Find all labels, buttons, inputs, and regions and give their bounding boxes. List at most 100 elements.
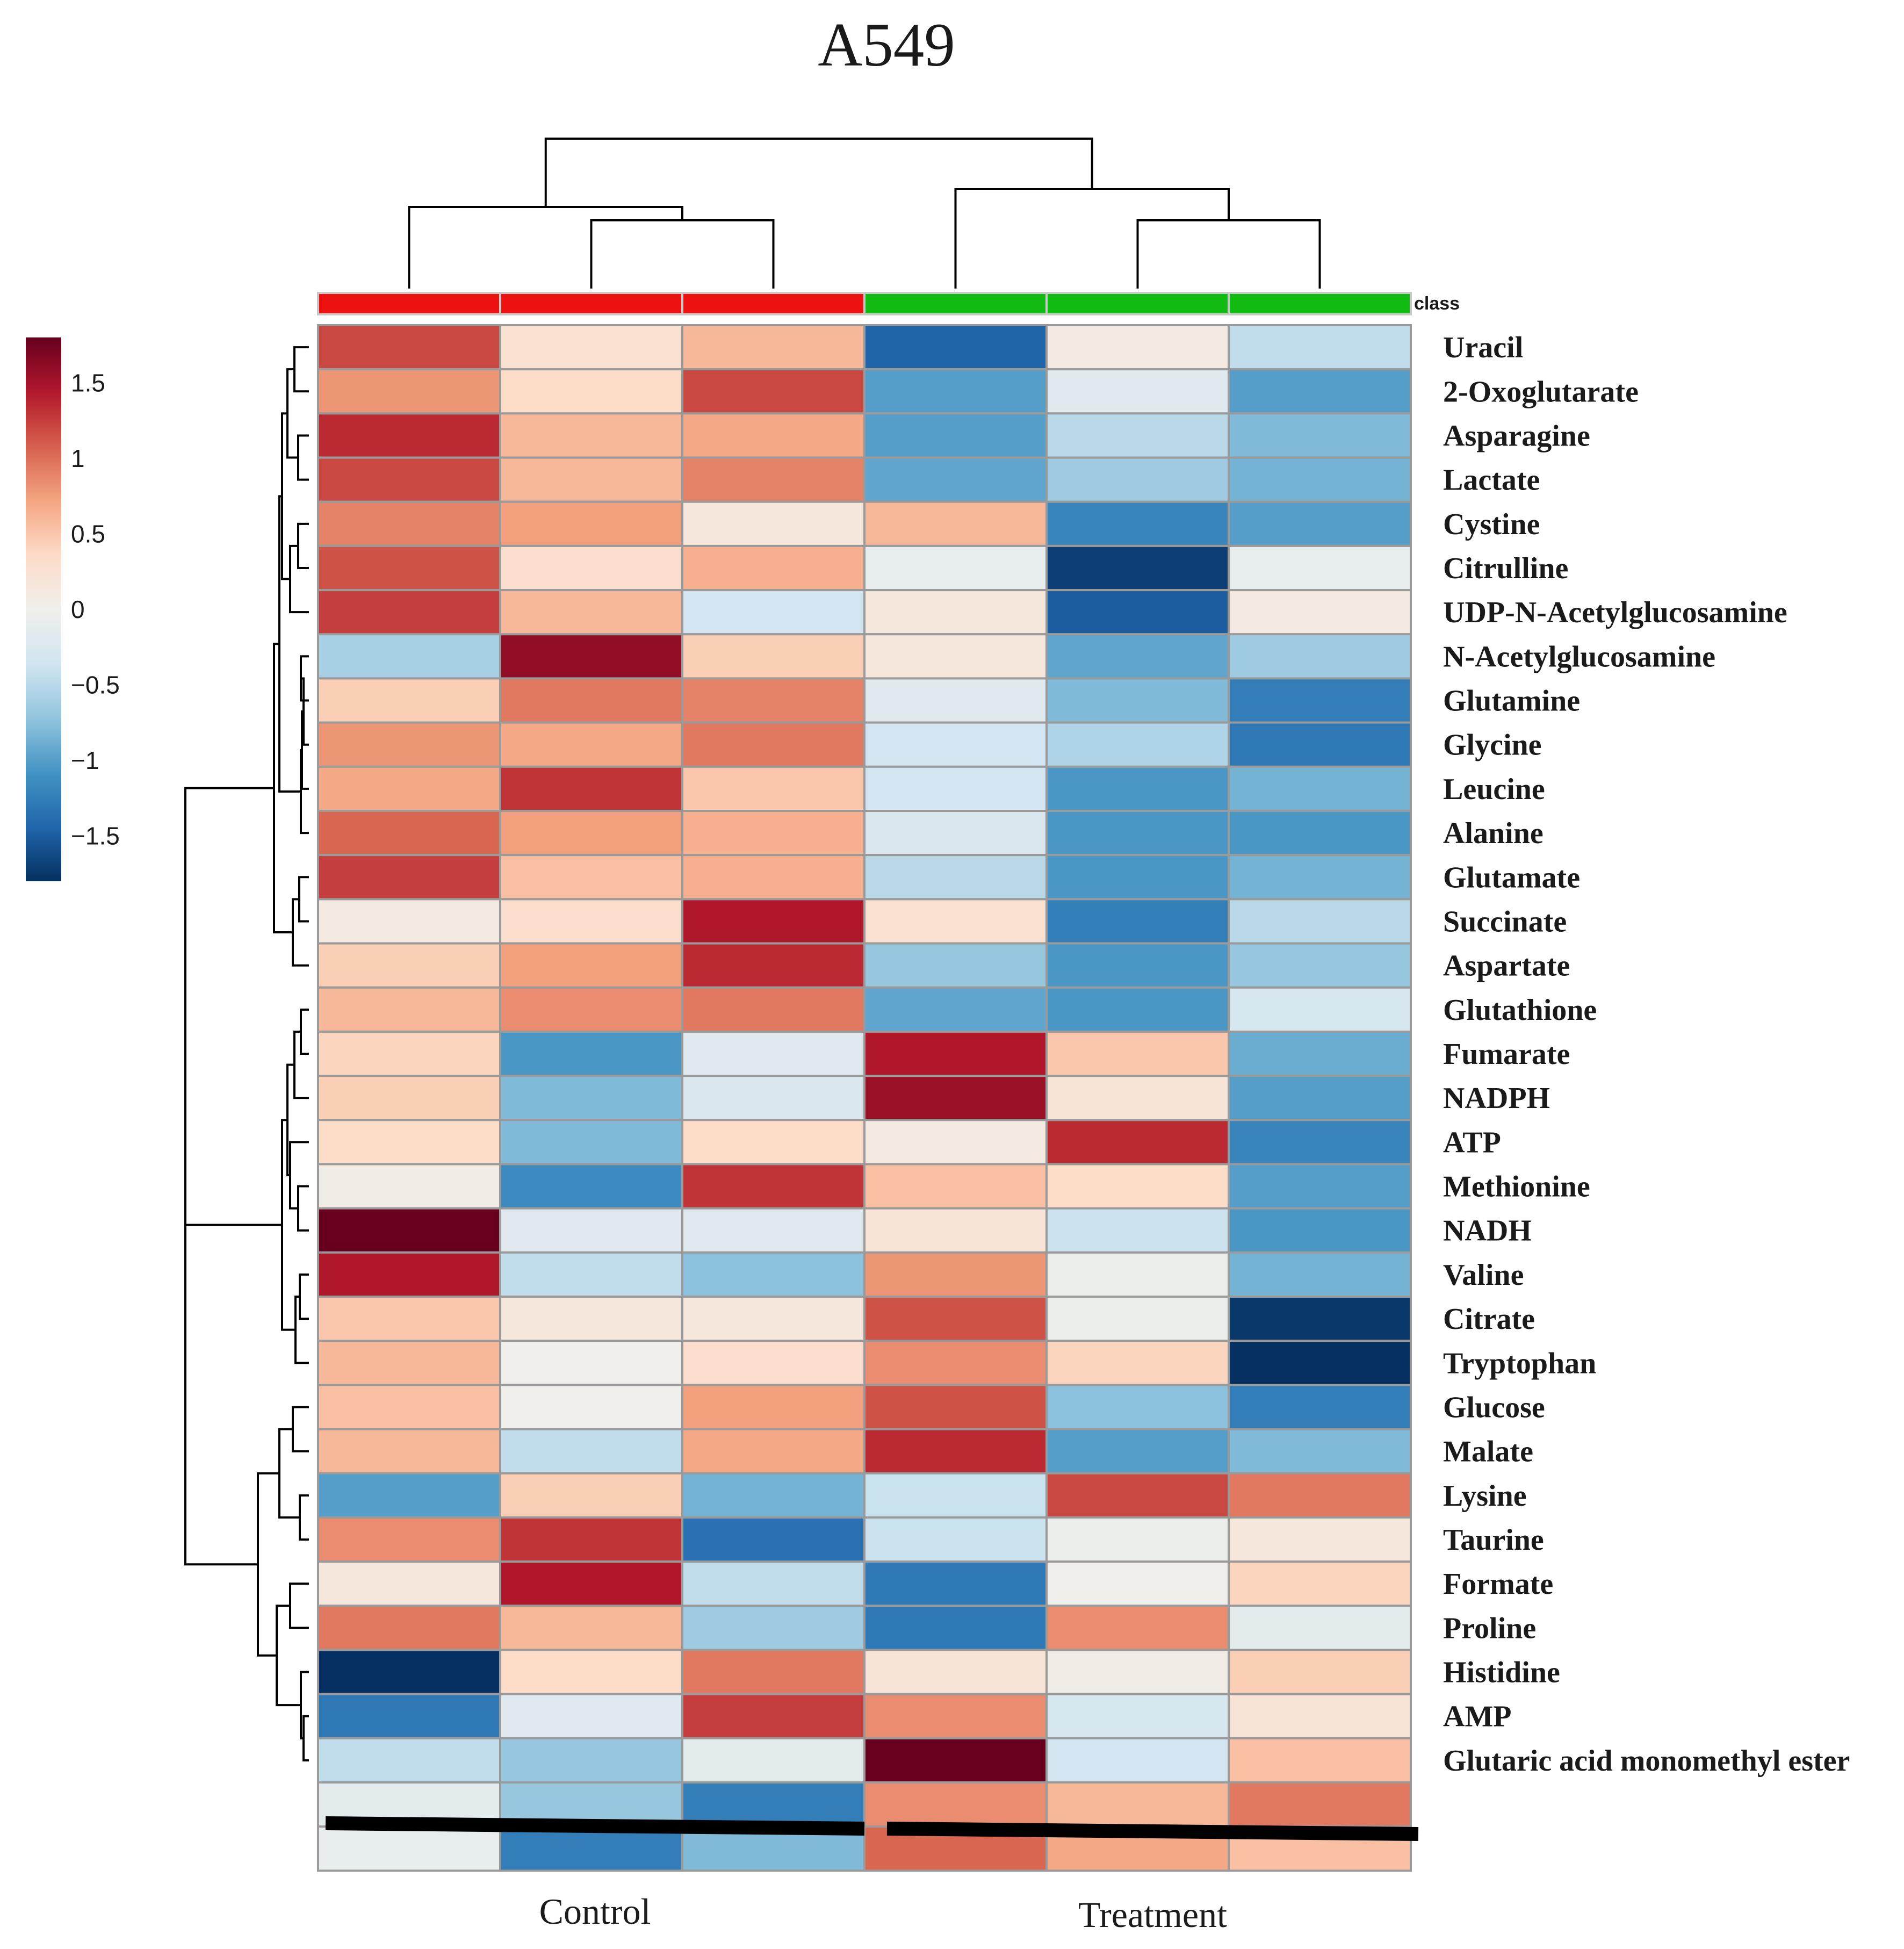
heatmap-cell	[863, 1560, 1048, 1607]
heatmap-cell	[681, 368, 866, 415]
group-labels: Control Treatment	[539, 1891, 1228, 1935]
heatmap-cell	[1045, 633, 1230, 680]
class-cell	[863, 292, 1048, 315]
heatmap-cell	[1045, 1560, 1230, 1607]
heatmap-cell	[1228, 1207, 1412, 1254]
class-cell	[317, 292, 501, 315]
heatmap-cell	[317, 765, 501, 812]
color-scale-legend: 1.5 1 0.5 0 −0.5 −1 −1.5	[26, 337, 120, 881]
heatmap-cell	[499, 1428, 683, 1475]
heatmap-cell	[317, 544, 501, 592]
heatmap-cell	[681, 677, 866, 724]
heatmap-cell	[863, 1251, 1048, 1298]
heatmap-cell	[1045, 1428, 1230, 1475]
heatmap-cell	[863, 500, 1048, 547]
heatmap-cell	[499, 544, 683, 592]
heatmap-cell	[1228, 1516, 1412, 1563]
heatmap-cell	[1045, 1737, 1230, 1783]
heatmap-cell	[499, 1649, 683, 1695]
row-link	[297, 1185, 309, 1232]
heatmap-cell	[681, 1472, 866, 1519]
row-label: Glutamine	[1443, 685, 1580, 718]
heatmap-cell	[863, 854, 1048, 901]
heatmap-cell	[499, 368, 683, 415]
heatmap-cell	[1228, 1472, 1412, 1519]
heatmap-cell	[1228, 633, 1412, 680]
heatmap-cell	[1045, 986, 1230, 1033]
heatmap-cell	[681, 898, 866, 945]
heatmap-cell	[499, 1207, 683, 1254]
column-link	[1136, 219, 1321, 289]
row-label: NADPH	[1443, 1082, 1550, 1115]
row-link	[273, 643, 293, 933]
row-label: Malate	[1443, 1435, 1533, 1469]
heatmap-cell	[1228, 810, 1412, 857]
row-link	[289, 1583, 309, 1629]
heatmap-cell	[317, 1516, 501, 1563]
row-link	[299, 1494, 309, 1541]
heatmap-cell	[863, 1605, 1048, 1651]
class-cell	[1045, 292, 1230, 315]
heatmap-cell	[681, 854, 866, 901]
heatmap-cell	[1228, 677, 1412, 724]
heatmap-cell	[317, 412, 501, 459]
heatmap-cell	[317, 1384, 501, 1430]
heatmap-cell	[499, 1516, 683, 1563]
chart-title: A549	[818, 11, 955, 79]
heatmap-cell	[317, 986, 501, 1033]
heatmap-cell	[1228, 1340, 1412, 1386]
row-label: Asparagine	[1443, 419, 1590, 452]
heatmap-cell	[499, 1251, 683, 1298]
heatmap-cell	[499, 1384, 683, 1430]
heatmap-cell	[499, 1737, 683, 1783]
column-dendrogram	[408, 138, 1321, 289]
heatmap-cell	[863, 324, 1048, 371]
heatmap-cell	[863, 1737, 1048, 1783]
row-labels: Uracil 2-Oxoglutarate Asparagine Lactate Cys…	[1443, 331, 1850, 1778]
heatmap-cell	[863, 1030, 1048, 1077]
heatmap-cell	[317, 677, 501, 724]
heatmap-cell	[863, 721, 1048, 768]
class-annotation-label: class	[1414, 293, 1460, 314]
heatmap-cell	[317, 1737, 501, 1783]
heatmap-cell	[1045, 1693, 1230, 1739]
heatmap-cell	[1228, 898, 1412, 945]
heatmap-cell	[1228, 1119, 1412, 1166]
row-link	[276, 1605, 301, 1707]
heatmap-cell	[317, 1030, 501, 1077]
row-label: Uracil	[1443, 331, 1523, 364]
heatmap-cell	[499, 1693, 683, 1739]
heatmap-cell	[499, 1119, 683, 1166]
row-label: NADH	[1443, 1214, 1532, 1248]
row-label: AMP	[1443, 1700, 1512, 1734]
heatmap-cell	[499, 456, 683, 503]
row-label: Leucine	[1443, 773, 1545, 806]
heatmap-cell	[499, 810, 683, 857]
row-label: Succinate	[1443, 905, 1567, 938]
row-link	[297, 434, 309, 481]
heatmap-cell	[681, 1560, 866, 1607]
row-link	[298, 876, 309, 923]
heatmap-cell	[1045, 1472, 1230, 1519]
heatmap-cell	[499, 1340, 683, 1386]
row-link	[300, 1008, 309, 1055]
heatmap-cell	[499, 721, 683, 768]
heatmap-cell	[317, 1251, 501, 1298]
heatmap-cell	[681, 544, 866, 592]
heatmap-cell	[681, 589, 866, 636]
heatmap-cell	[1045, 324, 1230, 371]
row-label: Proline	[1443, 1612, 1536, 1645]
row-link	[294, 1296, 309, 1364]
heatmap-cell	[1228, 500, 1412, 547]
heatmap-cell	[317, 810, 501, 857]
heatmap-cell	[499, 412, 683, 459]
heatmap-cell	[499, 1472, 683, 1519]
legend-tick-label: 1	[71, 444, 85, 472]
heatmap-cell	[1228, 368, 1412, 415]
heatmap-cell	[317, 721, 501, 768]
row-label: Citrulline	[1443, 552, 1568, 585]
heatmap-cell	[681, 1207, 866, 1254]
heatmap-cell	[863, 456, 1048, 503]
heatmap-cell	[681, 986, 866, 1033]
heatmap-cell	[1228, 456, 1412, 503]
